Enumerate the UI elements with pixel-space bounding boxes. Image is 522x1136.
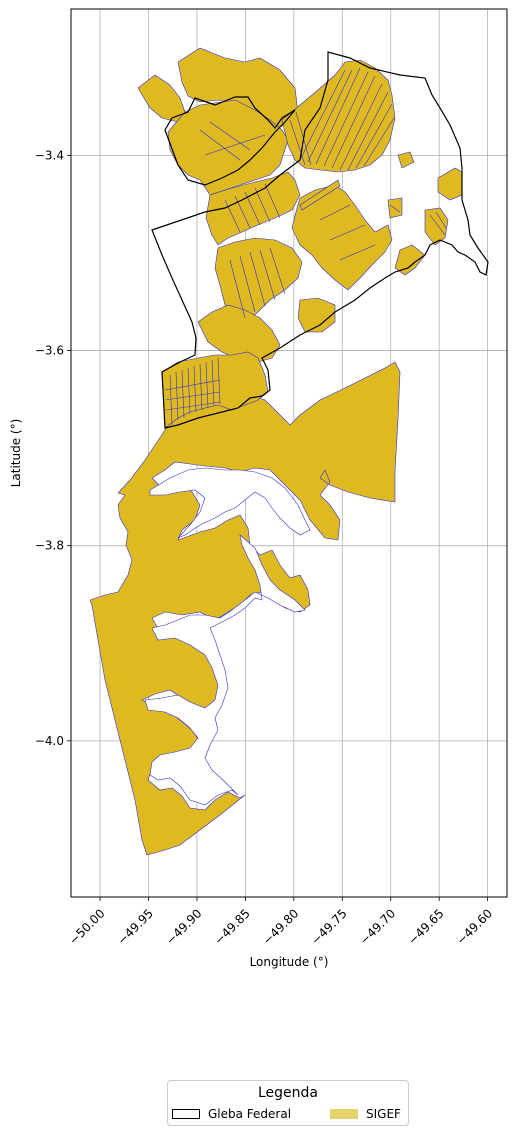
x-tick-label: −49.95 (115, 906, 156, 947)
sigef-parcel (397, 151, 415, 169)
sigef-parcel (437, 167, 463, 201)
gleba-federal-main (151, 51, 489, 429)
sigef-parcel (291, 184, 393, 291)
legend-item-gleba-federal: Gleba Federal (172, 1107, 291, 1121)
x-tick-label: −50.00 (66, 906, 107, 947)
sigef-parcel (281, 59, 396, 173)
sigef-parcel (394, 244, 426, 276)
x-tick-label: −49.70 (357, 906, 398, 947)
y-axis-label: Latitude (°) (9, 419, 23, 488)
x-tick-label: −49.65 (405, 906, 446, 947)
sigef-parcel (299, 179, 341, 211)
y-tick-label: −3.6 (35, 344, 64, 358)
sigef-parcel (387, 197, 403, 219)
sigef-parcel (297, 297, 336, 333)
y-tick-label: −4.0 (35, 734, 64, 748)
river-channel-1 (149, 467, 311, 539)
sigef-parcel (214, 237, 303, 321)
plot-frame (70, 8, 508, 898)
sigef-parcel (161, 351, 269, 429)
legend-label-gleba: Gleba Federal (208, 1107, 292, 1121)
river-channel-2 (144, 534, 306, 806)
x-tick-label: −49.85 (212, 906, 253, 947)
sigef-parcel (205, 171, 301, 246)
x-tick-label: −49.90 (163, 906, 204, 947)
legend-item-sigef: SIGEF (330, 1107, 401, 1121)
x-axis-label: Longitude (°) (250, 955, 329, 969)
sigef-parcels (89, 47, 463, 856)
sigef-parcel (137, 74, 186, 123)
x-tick-label: −49.80 (260, 906, 301, 947)
legend-swatch-gleba (172, 1109, 200, 1119)
parcel-subdivisions (164, 67, 447, 426)
sigef-parcel (197, 304, 281, 363)
y-tick-label: −3.8 (35, 539, 64, 553)
gleba-federal-outlines (151, 51, 489, 429)
x-tick-label: −49.60 (454, 906, 495, 947)
y-tick-label: −3.4 (35, 148, 64, 162)
sigef-parcel (424, 207, 449, 246)
legend-title: Legenda (257, 1085, 318, 1101)
legend-label-sigef: SIGEF (366, 1107, 401, 1121)
legend-swatch-sigef (330, 1109, 358, 1119)
gleba-federal-north (164, 96, 296, 186)
legend: Legenda Gleba Federal SIGEF (167, 1080, 409, 1126)
x-tick-label: −49.75 (309, 906, 350, 947)
